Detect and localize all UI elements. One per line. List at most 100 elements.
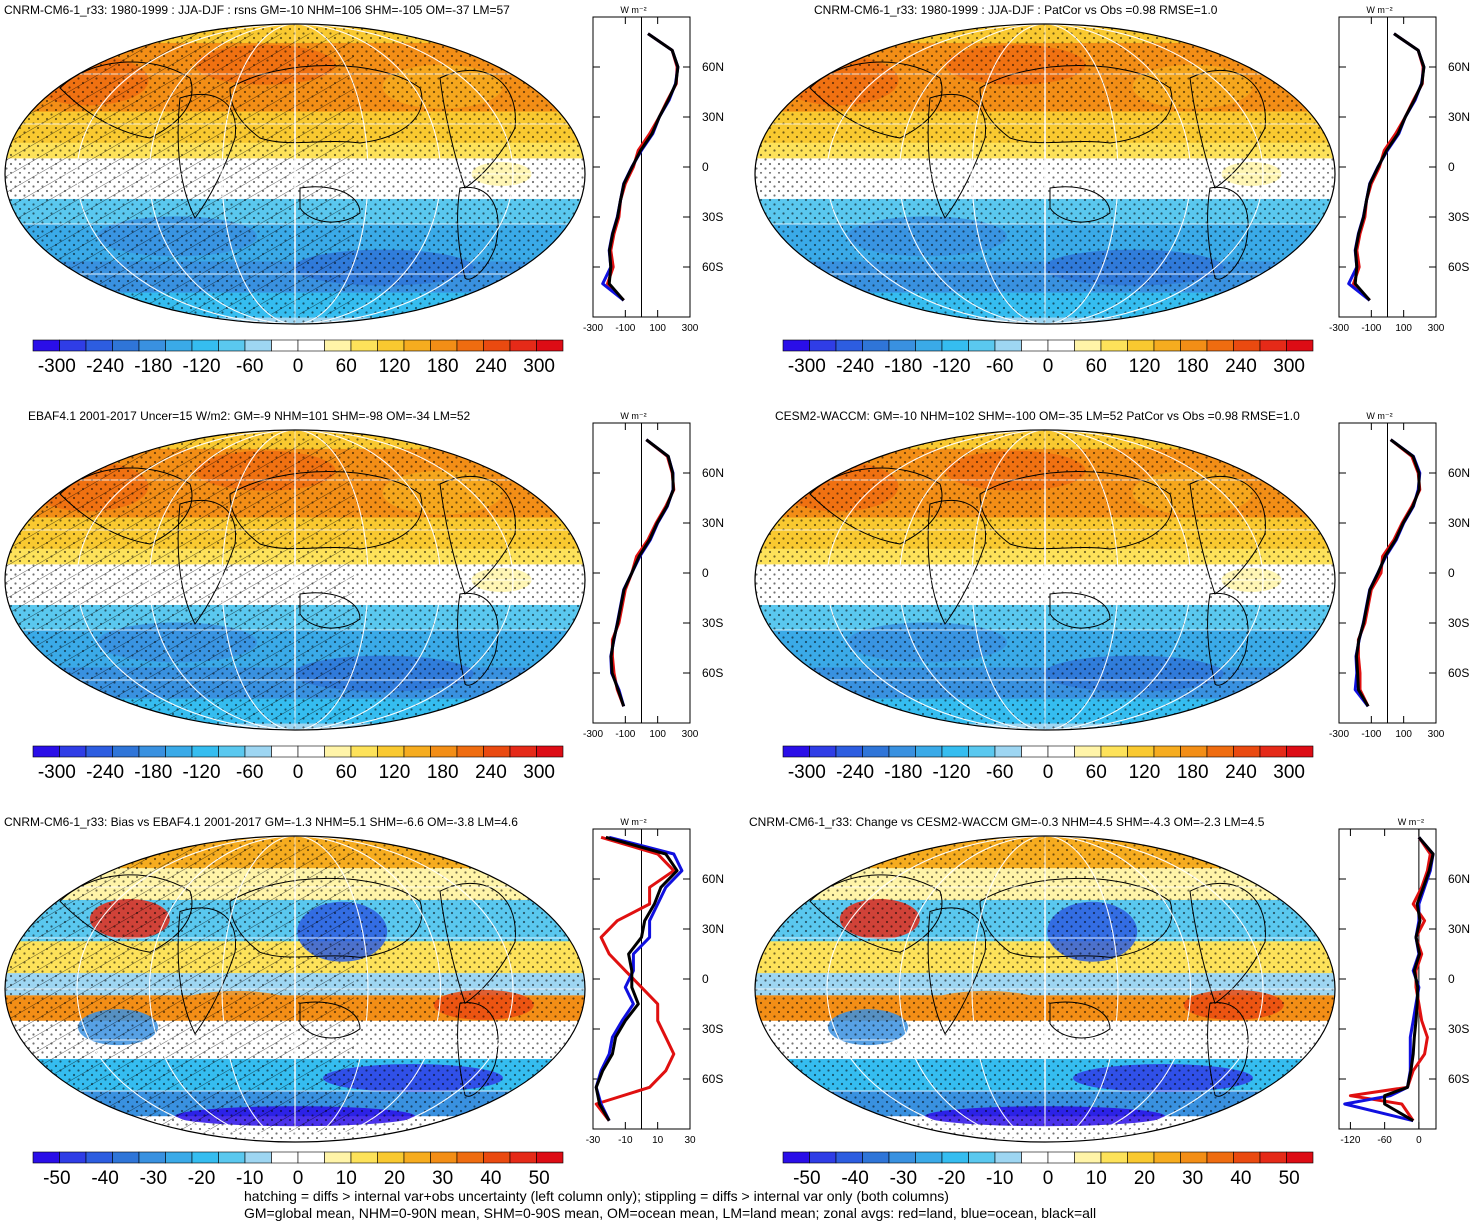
- colorbar-tick-label: 40: [1230, 1168, 1251, 1189]
- colorbar-tick-label: 40: [480, 1168, 501, 1189]
- colorbar-panel-6: -50 -40 -30 -20 -10 0 10 20 30 40 50: [782, 1151, 1314, 1189]
- y-tick-label: 0: [702, 160, 709, 174]
- colorbar-swatch: [1021, 339, 1049, 352]
- colorbar-swatch: [165, 1151, 193, 1164]
- colorbar-swatch: [994, 1151, 1022, 1164]
- colorbar-swatch: [1100, 745, 1128, 758]
- map-panel-3: [4, 429, 586, 731]
- panel-6-title: CNRM-CM6-1_r33: Change vs CESM2-WACCM GM…: [749, 815, 1265, 829]
- x-tick-label: -300: [1329, 323, 1349, 334]
- colorbar-swatch: [456, 1151, 484, 1164]
- colorbar-tick-label: -300: [38, 356, 76, 377]
- colorbar-tick-label: 30: [1182, 1168, 1203, 1189]
- units-label: W m⁻²: [620, 817, 646, 827]
- y-tick-label: 60S: [702, 1072, 723, 1086]
- map-field: [755, 836, 1335, 1142]
- colorbar-tick-label: -240: [836, 762, 874, 783]
- x-tick-label: -10: [618, 1135, 633, 1146]
- colorbar-swatch: [941, 1151, 969, 1164]
- longitude-gridline: [899, 430, 1191, 730]
- colorbar-swatch: [968, 339, 996, 352]
- colorbar-tick-label: -40: [91, 1168, 118, 1189]
- colorbar-swatch: [377, 745, 405, 758]
- x-tick-label: -100: [615, 323, 635, 334]
- longitude-gridline: [76, 430, 514, 730]
- colorbar-swatch: [324, 339, 352, 352]
- map-border: [754, 835, 1336, 1143]
- colorbar-swatch: [85, 339, 113, 352]
- x-tick-label: 100: [1395, 323, 1412, 334]
- colorbar-tick-label: -300: [38, 762, 76, 783]
- footer-hatching-note: hatching = diffs > internal var+obs unce…: [244, 1188, 949, 1204]
- colorbar-swatch: [271, 745, 299, 758]
- longitude-gridline: [826, 430, 1264, 730]
- panel-3-title: EBAF4.1 2001-2017 Uncer=15 W/m2: GM=-9 N…: [28, 409, 471, 423]
- colorbar-tick-label: 240: [1225, 356, 1257, 377]
- colorbar-swatch: [835, 745, 863, 758]
- colorbar-swatch: [191, 1151, 219, 1164]
- colorbar-swatch: [350, 745, 378, 758]
- zonal-plot-frame: [1338, 828, 1437, 1130]
- colorbar-swatch: [509, 339, 537, 352]
- colorbar-swatch: [430, 1151, 458, 1164]
- longitude-gridline: [221, 430, 369, 730]
- colorbar-tick-label: -300: [788, 762, 826, 783]
- y-tick-label: 0: [702, 972, 709, 986]
- colorbar-swatch: [483, 339, 511, 352]
- zonal-mean-plot-1: W m⁻² -300 -100 100 300 60N 30N 0 30S 60S: [583, 5, 724, 334]
- longitude-gridline: [971, 836, 1119, 1142]
- colorbar-tick-label: 120: [1129, 762, 1161, 783]
- x-tick-label: -300: [583, 729, 603, 740]
- colorbar-swatch: [862, 1151, 890, 1164]
- colorbar-swatch: [862, 745, 890, 758]
- map-field: [5, 836, 585, 1142]
- colorbar-tick-label: 180: [1177, 762, 1209, 783]
- colorbar-tick-label: 10: [1086, 1168, 1107, 1189]
- colorbar-swatch: [968, 1151, 996, 1164]
- map-border: [4, 23, 586, 325]
- x-tick-label: -60: [1377, 1135, 1392, 1146]
- panel-1-title: CNRM-CM6-1_r33: 1980-1999 : JJA-DJF : rs…: [4, 3, 510, 17]
- colorbar-tick-label: 240: [1225, 762, 1257, 783]
- colorbar-tick-label: 60: [1086, 762, 1107, 783]
- colorbar-swatch: [888, 1151, 916, 1164]
- colorbar-tick-label: -180: [884, 762, 922, 783]
- x-tick-label: 100: [649, 323, 666, 334]
- colorbar-tick-label: 300: [523, 762, 555, 783]
- x-tick-label: 300: [682, 729, 699, 740]
- colorbar-tick-label: -20: [938, 1168, 965, 1189]
- colorbar-panel-1: -300 -240 -180 -120 -60 0 60 120 180 240 300: [32, 339, 564, 377]
- colorbar-swatch: [888, 745, 916, 758]
- y-tick-label: 30S: [702, 210, 723, 224]
- x-tick-label: -300: [583, 323, 603, 334]
- colorbar-tick-label: -120: [183, 762, 221, 783]
- colorbar-swatch: [32, 339, 60, 352]
- colorbar-swatch: [218, 1151, 246, 1164]
- colorbar-swatch: [483, 1151, 511, 1164]
- colorbar-swatch: [1286, 745, 1314, 758]
- colorbar-swatch: [297, 745, 325, 758]
- colorbar-tick-label: 0: [1043, 356, 1054, 377]
- zonal-mean-plot-3: W m⁻² -300 -100 100 300 60N 30N 0 30S 60S: [583, 411, 724, 740]
- y-tick-label: 0: [1448, 972, 1455, 986]
- colorbar-swatch: [941, 745, 969, 758]
- colorbar-swatch: [941, 339, 969, 352]
- longitude-gridline: [1044, 430, 1046, 730]
- colorbar-tick-label: 50: [529, 1168, 550, 1189]
- map-border: [754, 23, 1336, 325]
- colorbar-swatch: [59, 339, 87, 352]
- colorbar-swatch: [782, 1151, 810, 1164]
- longitude-gridline: [294, 430, 296, 730]
- colorbar-swatch: [85, 1151, 113, 1164]
- x-tick-label: -100: [615, 729, 635, 740]
- map-border: [4, 429, 586, 731]
- y-tick-label: 30N: [702, 110, 724, 124]
- colorbar-swatch: [324, 745, 352, 758]
- colorbar-swatch: [1153, 745, 1181, 758]
- colorbar-tick-label: 10: [336, 1168, 357, 1189]
- colorbar-tick-label: 120: [379, 762, 411, 783]
- longitude-gridline: [971, 24, 1119, 324]
- colorbar-swatch: [1180, 745, 1208, 758]
- colorbar-panel-4: -300 -240 -180 -120 -60 0 60 120 180 240 300: [782, 745, 1314, 783]
- colorbar-swatch: [297, 339, 325, 352]
